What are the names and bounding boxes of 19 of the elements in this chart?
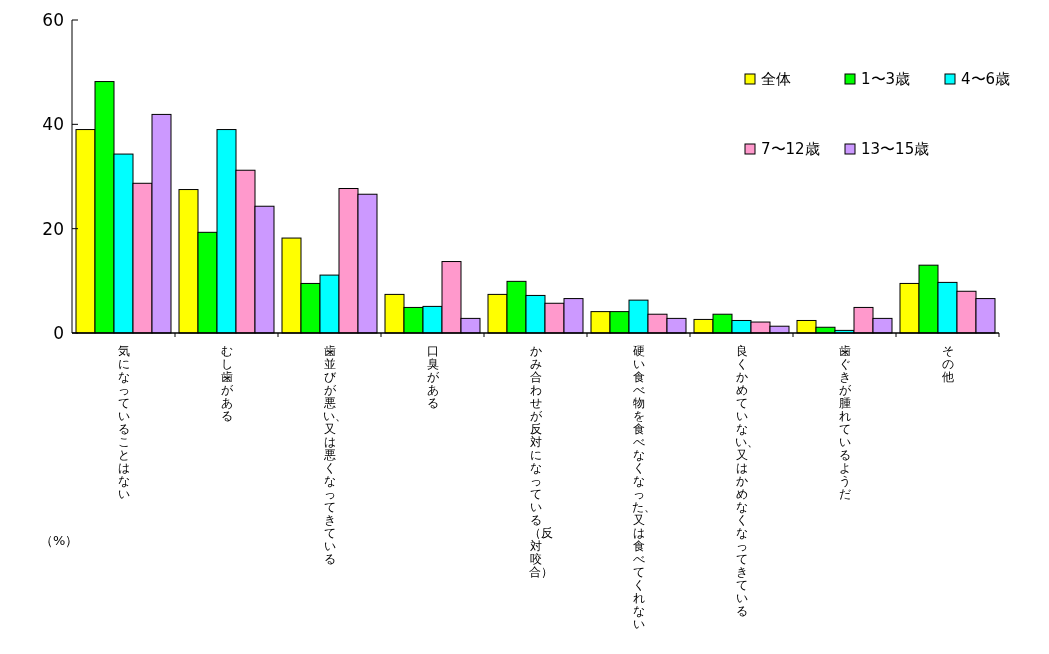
category-label: かみ合わせが反対になっている（反対咬合）: [528, 344, 553, 579]
x-tick-label: むし歯がある: [219, 344, 234, 423]
x-tick-label: 口臭がある: [425, 344, 440, 410]
y-tick-label: 40: [42, 114, 64, 135]
category-label: 歯ぐきが腫れているようだ: [838, 344, 851, 501]
x-tick-label: その他: [940, 344, 955, 384]
y-tick-label: 60: [42, 10, 64, 30]
legend-label: 7〜12歳: [761, 140, 820, 158]
legend-label: 13〜15歳: [861, 140, 930, 158]
y-tick-label: 0: [53, 323, 64, 343]
legend-label: 全体: [761, 70, 791, 88]
category-label: 良くかめていない、又はかめなくなってきている: [734, 344, 759, 618]
y-tick-label: 20: [42, 218, 64, 239]
legend-label: 1〜3歳: [861, 70, 911, 88]
category-label: 歯並びが悪い、又は悪くなってきている: [322, 344, 347, 566]
category-label: 気になっていることはない: [117, 344, 130, 501]
legend-label: 4〜6歳: [961, 70, 1011, 88]
category-label: 硬い食べ物を食べなくなった、又は食べてくれない: [631, 344, 656, 631]
text: （%）: [40, 533, 79, 548]
